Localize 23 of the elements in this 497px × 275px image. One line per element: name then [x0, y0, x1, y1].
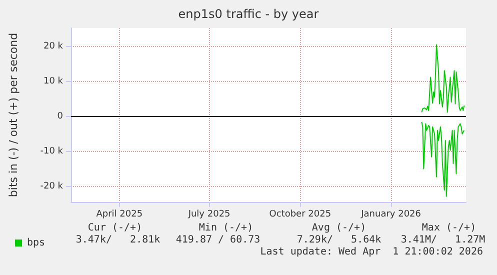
- text: Max (-/+): [422, 222, 476, 234]
- x-tick-label: January 2026: [360, 210, 422, 220]
- y-tick-label: 10 k: [43, 76, 64, 86]
- text: 3.41M/ 1.27M: [400, 234, 486, 246]
- y-axis-title: bits in (-) / out (+) per second: [7, 32, 20, 198]
- chart-title: enp1s0 traffic - by year: [178, 7, 319, 21]
- text: 3.47k/ 2.81k: [76, 234, 160, 246]
- line-series: [421, 44, 465, 113]
- y-tick-label: -10 k: [40, 146, 64, 156]
- y-tick-label: 0: [57, 111, 64, 122]
- legend-label: bps: [27, 238, 46, 248]
- text: 419.87 / 60.73: [176, 234, 260, 246]
- x-tick-label: July 2025: [187, 210, 230, 220]
- y-tick-label: -20 k: [40, 181, 64, 192]
- text: Last update: Wed Apr 1 21:00:02 2026: [260, 246, 483, 258]
- y-tick-label: 20 k: [43, 42, 64, 52]
- x-tick-label: April 2025: [96, 210, 143, 220]
- text: Cur (-/+): [88, 222, 142, 234]
- text: Min (-/+): [198, 222, 254, 234]
- x-tick-label: October 2025: [269, 210, 332, 220]
- text: 7.29k/ 5.64k: [296, 234, 382, 246]
- text: Avg (-/+): [312, 222, 366, 234]
- line-series: [421, 121, 465, 197]
